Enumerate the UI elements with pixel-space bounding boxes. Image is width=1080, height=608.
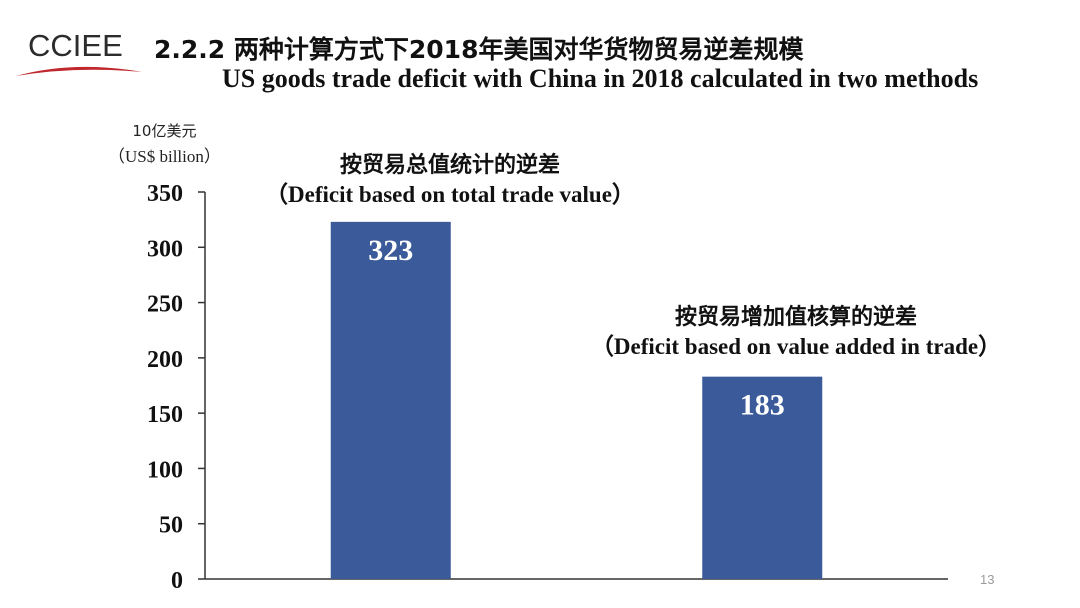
bars: [330, 221, 823, 579]
logo-text: CCIEE: [28, 28, 123, 63]
y-axis-unit: 10亿美元 （US$ billion）: [108, 118, 221, 170]
bar: [330, 221, 451, 579]
y-axis-unit-cn: 10亿美元: [132, 122, 197, 140]
logo: CCIEE: [14, 22, 144, 82]
y-axis: 0 50 100 150 200 250 300 350: [147, 181, 948, 594]
logo-swoosh-icon: [16, 66, 142, 76]
annotation-value-added-en: （Deficit based on value added in trade）: [590, 334, 1002, 359]
page-title-cn: 2.2.2 两种计算方式下2018年美国对华货物贸易逆差规模: [154, 35, 804, 64]
bar: [702, 376, 823, 579]
y-tick-label: 200: [147, 347, 183, 373]
bar-data-label: 183: [740, 389, 785, 422]
y-tick-label: 150: [147, 402, 183, 428]
y-tick-label: 350: [147, 181, 183, 207]
bar-data-label: 323: [368, 234, 413, 267]
data-labels: 323 183: [368, 234, 785, 422]
y-tick-label: 100: [147, 457, 183, 483]
annotation-value-added: 按贸易增加值核算的逆差 （Deficit based on value adde…: [556, 302, 1036, 362]
annotation-value-added-cn: 按贸易增加值核算的逆差: [674, 304, 917, 330]
annotation-total-trade-en: （Deficit based on total trade value）: [265, 182, 635, 207]
page-number: 13: [980, 572, 995, 587]
y-axis-unit-en: （US$ billion）: [108, 147, 221, 166]
y-tick-label: 250: [147, 292, 183, 318]
y-tick-label: 0: [171, 568, 183, 594]
y-tick-label: 300: [147, 236, 183, 262]
y-tick-label: 50: [159, 513, 183, 539]
annotation-total-trade: 按贸易总值统计的逆差 （Deficit based on total trade…: [230, 150, 670, 210]
annotation-total-trade-cn: 按贸易总值统计的逆差: [339, 152, 560, 178]
page-title-en: US goods trade deficit with China in 201…: [222, 64, 979, 93]
